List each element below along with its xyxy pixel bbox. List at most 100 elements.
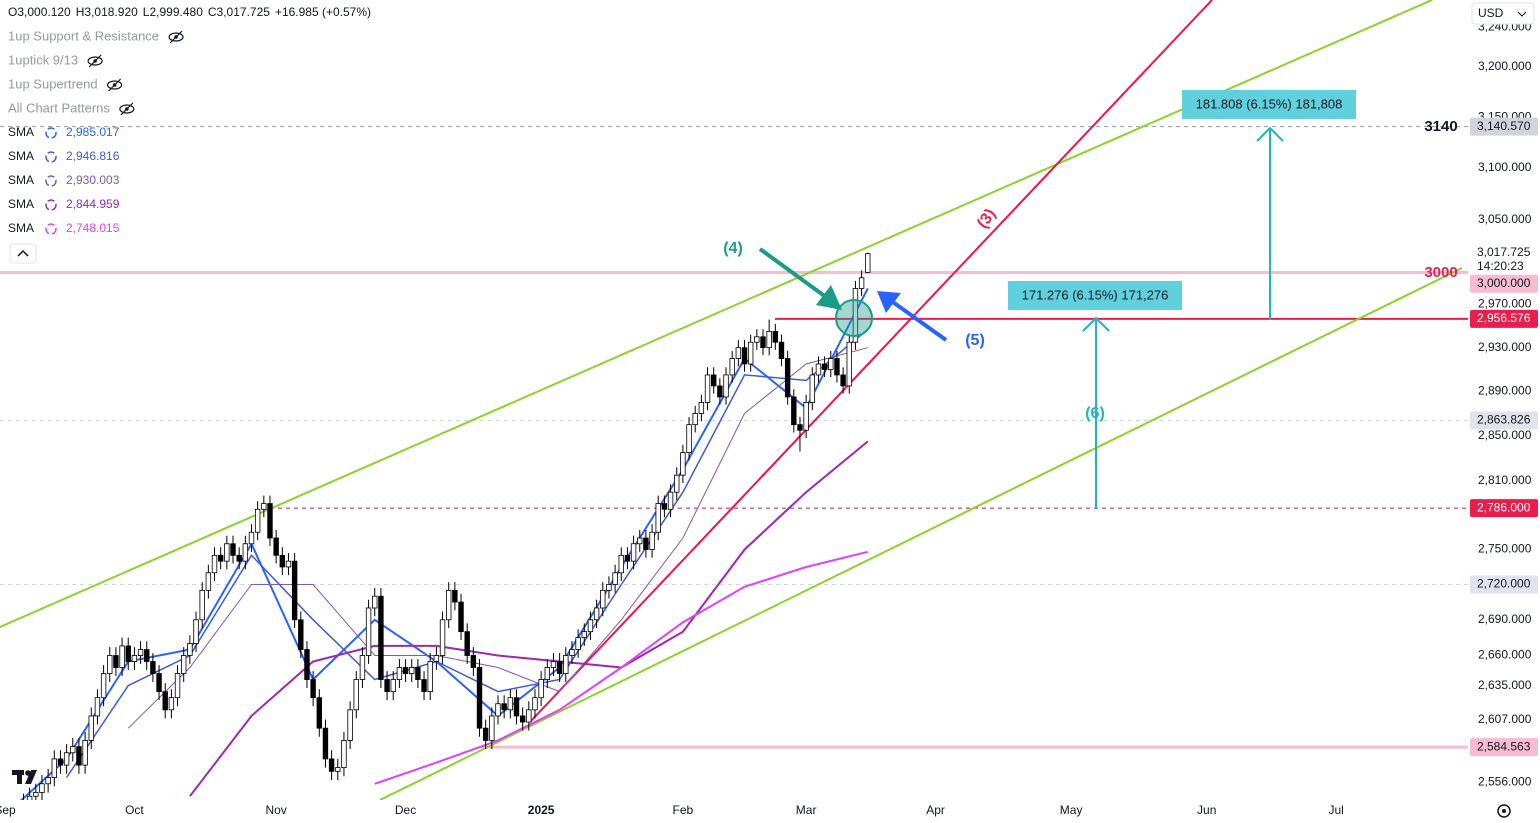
- candle-body: [717, 385, 723, 398]
- level-label: 3000: [1424, 264, 1457, 281]
- countdown: 14:20:23: [1477, 259, 1524, 273]
- sma-line: [127, 347, 868, 729]
- price-badge-label: 2,956.576: [1477, 311, 1531, 325]
- candle-body: [612, 572, 618, 585]
- y-tick-label: 2,970.000: [1478, 297, 1532, 311]
- candle-body: [291, 560, 298, 621]
- eye-off-icon: [168, 32, 184, 42]
- candle-body: [452, 589, 458, 603]
- measure-label: 171.276 (6.15%) 171,276: [1022, 287, 1169, 302]
- sma-value: 2,985.017: [66, 125, 120, 139]
- x-tick-label: Feb: [673, 803, 694, 817]
- candle-body: [513, 697, 520, 717]
- candle-body: [710, 374, 717, 387]
- ohlc-key: L: [143, 5, 150, 19]
- price-badge: [1470, 274, 1538, 293]
- candle-body: [649, 531, 655, 550]
- indicator-name: 1up Supertrend: [8, 76, 98, 91]
- candle-body: [372, 595, 378, 609]
- candle-body: [464, 631, 470, 656]
- measure-head: [1256, 126, 1284, 142]
- candle-body: [661, 503, 668, 510]
- highlight-circle: [835, 299, 873, 337]
- candle-body: [544, 667, 551, 680]
- price-lines: [0, 126, 1468, 749]
- candle-body: [754, 336, 760, 343]
- candle-body: [791, 396, 797, 426]
- sma-name: SMA: [8, 149, 34, 163]
- price-badge-label: 3,000.000: [1477, 276, 1531, 290]
- settings-icon[interactable]: [1497, 804, 1511, 818]
- price-badge-label: 2,584.563: [1477, 739, 1531, 753]
- price-badge: [1470, 309, 1538, 328]
- candle-body: [316, 697, 322, 729]
- sma-icon: [45, 223, 57, 235]
- price-badge: [1470, 575, 1538, 594]
- sma-line: [65, 328, 869, 778]
- settings-icon-core: [1502, 809, 1506, 813]
- candle-body: [273, 537, 279, 556]
- candle-body: [261, 503, 267, 510]
- indicator-name: 1uptick 9/13: [8, 52, 78, 67]
- ohlc-value: 2,999.480: [149, 5, 203, 19]
- candle-body: [359, 655, 366, 680]
- x-tick-label: Dec: [395, 803, 416, 817]
- price-badge-label: 2,863.826: [1477, 413, 1531, 427]
- candle-body: [107, 655, 113, 674]
- candle-body: [821, 363, 828, 370]
- y-tick-label: 2,850.000: [1478, 428, 1532, 442]
- y-tick-label: 2,635.000: [1478, 678, 1532, 692]
- y-tick-label: 2,890.000: [1478, 384, 1532, 398]
- candle-body: [581, 631, 587, 639]
- sma-value: 2,748.015: [66, 221, 120, 235]
- candle-body: [378, 595, 384, 680]
- candle-body: [45, 777, 51, 785]
- price-badge: [1470, 411, 1538, 430]
- candle-body: [556, 661, 563, 674]
- price-badge-label: 2,786.000: [1477, 500, 1531, 514]
- x-tick-label: Oct: [125, 803, 144, 817]
- candle-body: [199, 589, 205, 621]
- candle-body: [766, 330, 772, 349]
- current-price: 3,017.725: [1477, 245, 1531, 259]
- arrow-4: [758, 247, 832, 302]
- x-tick-label: Sep: [0, 803, 16, 817]
- sma-icon: [45, 127, 57, 139]
- candle-body: [519, 715, 526, 723]
- currency-selector[interactable]: [1471, 2, 1535, 25]
- candle-body: [156, 673, 162, 693]
- y-tick-label: 2,930.000: [1478, 340, 1532, 354]
- sma-icon: [45, 151, 57, 163]
- candle-body: [704, 374, 711, 403]
- candle-body: [365, 607, 372, 656]
- candle-body: [680, 452, 686, 476]
- candle-body: [131, 655, 138, 662]
- chevron: [1517, 11, 1527, 17]
- candle-body: [113, 655, 119, 668]
- sma-value: 2,930.003: [66, 173, 120, 187]
- eye-off-icon: [120, 102, 134, 116]
- candle-body: [57, 758, 64, 766]
- wave-label: (5): [965, 332, 985, 349]
- candle-body: [865, 253, 871, 273]
- collapse-button[interactable]: [9, 243, 37, 264]
- candle-body: [150, 661, 156, 674]
- x-tick-label: Jun: [1197, 803, 1216, 817]
- candle-body: [569, 649, 575, 656]
- candle-body: [51, 758, 57, 778]
- candle-body: [772, 330, 779, 343]
- candles: [22, 252, 871, 800]
- candle-body: [205, 572, 212, 591]
- eye-off-icon: [119, 104, 135, 114]
- candle-body: [495, 703, 501, 717]
- candle-body: [335, 767, 341, 772]
- candle-body: [211, 554, 218, 574]
- axis-labels: 3,240.0003,200.0003,150.0003,100.0003,05…: [0, 20, 1538, 817]
- plot-area: 171.276 (6.15%) 171,276 181.808 (6.15%) …: [0, 0, 1468, 800]
- level-label: 3140: [1424, 118, 1457, 135]
- measure-box: [1008, 281, 1182, 310]
- candle-body: [341, 740, 347, 768]
- candle-body: [242, 543, 249, 562]
- candle-body: [193, 619, 199, 644]
- candle-body: [501, 703, 507, 711]
